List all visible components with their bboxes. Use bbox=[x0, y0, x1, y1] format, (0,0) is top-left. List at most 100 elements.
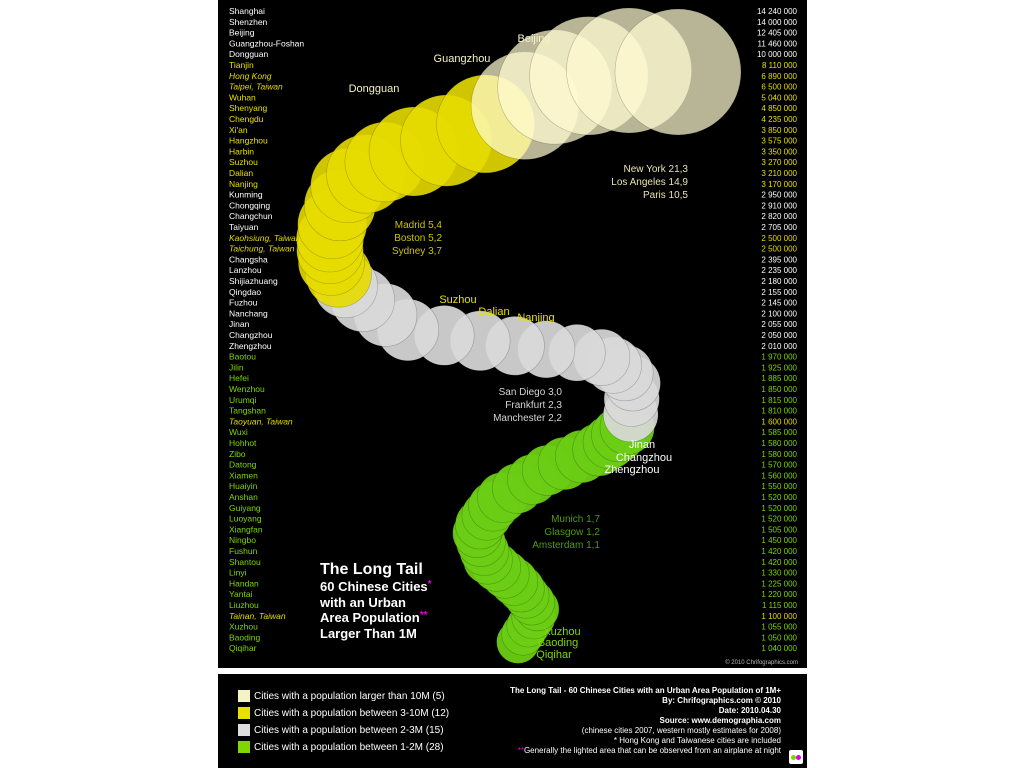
city-name: Xuzhou bbox=[229, 622, 258, 632]
legend-swatch bbox=[238, 690, 250, 702]
footer-note2: * Hong Kong and Taiwanese cities are inc… bbox=[613, 736, 781, 745]
bubble-label: Beijing bbox=[517, 33, 550, 45]
city-population: 4 235 000 bbox=[761, 115, 797, 124]
city-name: Changchun bbox=[229, 211, 273, 221]
city-name: Suzhou bbox=[229, 157, 258, 167]
city-name: Baotou bbox=[229, 352, 256, 362]
city-population: 14 000 000 bbox=[757, 18, 798, 27]
city-population: 1 885 000 bbox=[761, 374, 797, 383]
city-name: Hefei bbox=[229, 373, 249, 383]
city-name: Wuhan bbox=[229, 92, 256, 102]
city-population: 1 115 000 bbox=[762, 601, 798, 610]
city-name: Taipei, Taiwan bbox=[229, 82, 283, 92]
legend-item: Cities with a population larger than 10M… bbox=[238, 690, 445, 702]
copyright: © 2010 Chrifographics.com bbox=[725, 659, 798, 666]
city-population: 3 210 000 bbox=[761, 169, 797, 178]
asterisk-mark-2: ** bbox=[420, 610, 428, 621]
legend-panel: Cities with a population larger than 10M… bbox=[218, 674, 807, 768]
poster-title-line3: with an Urban bbox=[319, 595, 406, 610]
city-name: Huaiyin bbox=[229, 481, 258, 491]
city-name: Taichung, Taiwan bbox=[229, 244, 295, 254]
comparison-city: Munich 1,7 bbox=[551, 514, 600, 525]
city-name: Qingdao bbox=[229, 287, 261, 297]
city-name: Handan bbox=[229, 578, 259, 588]
comparison-city: Los Angeles 14,9 bbox=[611, 177, 688, 188]
city-population: 2 705 000 bbox=[761, 223, 797, 232]
city-name: Harbin bbox=[229, 146, 254, 156]
city-name: Shijiazhuang bbox=[229, 276, 278, 286]
city-population: 3 850 000 bbox=[761, 126, 797, 135]
comparison-city: Manchester 2,2 bbox=[493, 413, 562, 424]
asterisk-mark-1: * bbox=[428, 579, 432, 590]
footer-date: Date: 2010.04.30 bbox=[718, 706, 781, 715]
city-name: Kaohsiung, Taiwan bbox=[229, 233, 301, 243]
city-population: 1 585 000 bbox=[761, 428, 797, 437]
comparison-city: Frankfurt 2,3 bbox=[505, 400, 562, 411]
city-population: 1 040 000 bbox=[761, 644, 797, 653]
bubble-label: Dalian bbox=[478, 306, 509, 318]
poster-title-line4: Area Population** bbox=[320, 610, 428, 625]
city-population: 3 575 000 bbox=[761, 137, 797, 146]
city-population: 1 580 000 bbox=[761, 439, 797, 448]
city-name: Liuzhou bbox=[229, 600, 259, 610]
footer-title: The Long Tail - 60 Chinese Cities with a… bbox=[510, 686, 781, 695]
city-name: Wuxi bbox=[229, 427, 248, 437]
city-population: 1 330 000 bbox=[761, 569, 797, 578]
city-population: 3 270 000 bbox=[761, 158, 797, 167]
legend-item: Cities with a population between 3-10M (… bbox=[238, 707, 449, 719]
poster: Shanghai 14 240 000 Shenzhen 14 000 000 Beij… bbox=[218, 0, 807, 668]
city-name: Luoyang bbox=[229, 514, 262, 524]
legend-label: Cities with a population between 1-2M (2… bbox=[254, 741, 444, 753]
legend-item: Cities with a population between 1-2M (2… bbox=[238, 741, 444, 753]
city-name: Jilin bbox=[229, 362, 244, 372]
comparison-city: San Diego 3,0 bbox=[499, 387, 563, 398]
city-population: 5 040 000 bbox=[761, 93, 797, 102]
city-name: Xiangfan bbox=[229, 524, 263, 534]
city-population: 10 000 000 bbox=[757, 50, 798, 59]
city-name: Nanjing bbox=[229, 179, 258, 189]
city-name: Ningbo bbox=[229, 535, 256, 545]
city-population: 1 580 000 bbox=[761, 450, 797, 459]
city-population: 2 820 000 bbox=[761, 212, 797, 221]
city-name: Anshan bbox=[229, 492, 258, 502]
city-population: 1 420 000 bbox=[761, 558, 797, 567]
city-name: Tangshan bbox=[229, 406, 266, 416]
city-name: Shanghai bbox=[229, 6, 265, 16]
city-population: 1 810 000 bbox=[761, 407, 797, 416]
footer-note3: **Generally the lighted area that can be… bbox=[517, 746, 781, 755]
comparison-city: Madrid 5,4 bbox=[395, 220, 443, 231]
city-population: 4 850 000 bbox=[761, 104, 797, 113]
city-name: Xiamen bbox=[229, 470, 258, 480]
city-name: Dalian bbox=[229, 168, 253, 178]
city-name: Baoding bbox=[229, 632, 260, 642]
legend-item: Cities with a population between 2-3M (1… bbox=[238, 724, 444, 736]
city-name: Fuzhou bbox=[229, 298, 258, 308]
legend-label: Cities with a population between 3-10M (… bbox=[254, 707, 450, 719]
bubble-label: Suzhou bbox=[439, 294, 476, 306]
bubble-chart: Shanghai 14 240 000 Shenzhen 14 000 000 Beij… bbox=[229, 6, 798, 666]
city-population: 3 170 000 bbox=[761, 180, 797, 189]
bubble-label: Zhengzhou bbox=[604, 464, 659, 476]
city-name: Shenzhen bbox=[229, 17, 268, 27]
city-name: Yantai bbox=[229, 589, 253, 599]
city-name: Guangzhou-Foshan bbox=[229, 38, 304, 48]
poster-title-line5: Larger Than 1M bbox=[320, 626, 417, 641]
city-population: 1 970 000 bbox=[761, 353, 797, 362]
bubble-label: Nanjing bbox=[517, 312, 554, 324]
city-population: 1 225 000 bbox=[761, 579, 797, 588]
city-population: 2 145 000 bbox=[761, 299, 797, 308]
city-name: Lanzhou bbox=[229, 265, 262, 275]
city-name: Taiyuan bbox=[229, 222, 259, 232]
comparison-city: Paris 10,5 bbox=[643, 190, 688, 201]
legend-label: Cities with a population larger than 10M… bbox=[254, 690, 445, 702]
footer-source: Source: www.demographia.com bbox=[659, 716, 781, 725]
city-name: Hohhot bbox=[229, 438, 257, 448]
city-name: Wenzhou bbox=[229, 384, 265, 394]
footer-note3-mark: ** bbox=[517, 746, 524, 755]
poster-title-line1: The Long Tail bbox=[320, 561, 423, 578]
city-population: 2 010 000 bbox=[761, 342, 797, 351]
city-population: 2 395 000 bbox=[761, 255, 797, 264]
comparison-city: Boston 5,2 bbox=[394, 233, 442, 244]
bubble-label: Changzhou bbox=[616, 452, 672, 464]
city-name: Tainan, Taiwan bbox=[229, 611, 286, 621]
